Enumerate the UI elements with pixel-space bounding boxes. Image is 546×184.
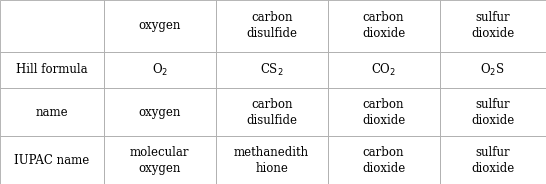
- Bar: [216, 88, 328, 136]
- Text: Hill formula: Hill formula: [16, 63, 88, 76]
- Text: IUPAC name: IUPAC name: [14, 154, 90, 167]
- Text: sulfur
dioxide: sulfur dioxide: [471, 11, 514, 40]
- Text: name: name: [35, 106, 68, 119]
- Bar: [216, 0, 328, 52]
- Bar: [440, 136, 546, 184]
- Bar: [216, 52, 328, 88]
- Text: molecular
oxygen: molecular oxygen: [130, 146, 189, 175]
- Text: methanedith
hione: methanedith hione: [234, 146, 309, 175]
- Text: O$_{2}$: O$_{2}$: [152, 62, 168, 78]
- Bar: [0, 136, 104, 184]
- Text: CO$_{2}$: CO$_{2}$: [371, 62, 396, 78]
- Text: carbon
disulfide: carbon disulfide: [246, 98, 297, 127]
- Bar: [216, 136, 328, 184]
- Bar: [328, 136, 440, 184]
- Text: carbon
dioxide: carbon dioxide: [362, 11, 405, 40]
- Text: carbon
dioxide: carbon dioxide: [362, 98, 405, 127]
- Text: CS$_{2}$: CS$_{2}$: [260, 62, 283, 78]
- Bar: [440, 88, 546, 136]
- Bar: [328, 0, 440, 52]
- Text: carbon
dioxide: carbon dioxide: [362, 146, 405, 175]
- Text: oxygen: oxygen: [139, 106, 181, 119]
- Bar: [0, 0, 104, 52]
- Bar: [440, 0, 546, 52]
- Text: carbon
disulfide: carbon disulfide: [246, 11, 297, 40]
- Text: oxygen: oxygen: [139, 19, 181, 32]
- Text: sulfur
dioxide: sulfur dioxide: [471, 98, 514, 127]
- Bar: [0, 52, 104, 88]
- Text: sulfur
dioxide: sulfur dioxide: [471, 146, 514, 175]
- Bar: [104, 0, 216, 52]
- Bar: [328, 52, 440, 88]
- Bar: [104, 136, 216, 184]
- Bar: [440, 52, 546, 88]
- Bar: [104, 52, 216, 88]
- Bar: [0, 88, 104, 136]
- Text: O$_{2}$S: O$_{2}$S: [480, 62, 505, 78]
- Bar: [328, 88, 440, 136]
- Bar: [104, 88, 216, 136]
